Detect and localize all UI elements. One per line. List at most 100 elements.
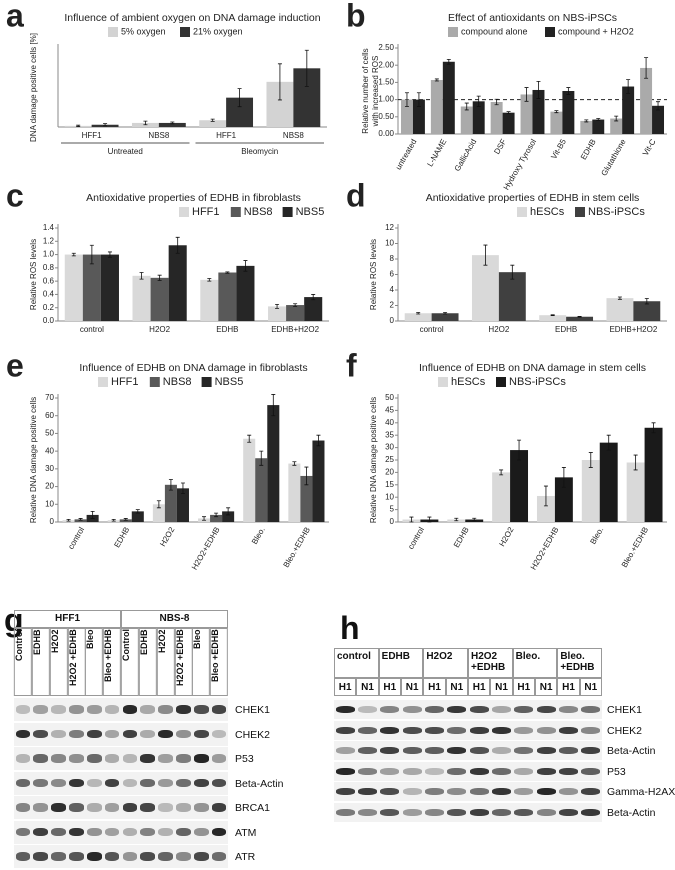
x-tick-label: EDHB xyxy=(216,325,238,334)
band xyxy=(491,767,512,775)
bar xyxy=(502,112,515,134)
error-bar xyxy=(304,466,309,486)
bar xyxy=(539,315,567,321)
blot-strip xyxy=(14,747,228,770)
y-tick-label: 0 xyxy=(390,517,395,526)
lane-label: H1 xyxy=(423,678,446,696)
error-bar xyxy=(651,422,656,434)
error-bar xyxy=(237,88,242,108)
y-tick-label: 2.50 xyxy=(378,43,394,52)
band xyxy=(104,778,120,788)
band xyxy=(15,754,31,763)
error-bar xyxy=(311,294,316,301)
band xyxy=(469,788,489,796)
x-tick-label: Vit-C xyxy=(641,137,658,157)
band xyxy=(357,706,378,714)
blot-strip xyxy=(334,802,602,822)
y-tick-label: 0.2 xyxy=(43,303,55,312)
band xyxy=(158,827,173,837)
bar xyxy=(152,504,165,522)
band xyxy=(335,808,355,816)
band xyxy=(491,808,512,816)
panel-label: c xyxy=(6,177,24,213)
lane-label: H2O2 xyxy=(49,628,68,696)
y-tick-label: 0.6 xyxy=(43,276,55,285)
legend-swatch xyxy=(201,377,212,387)
error-bar xyxy=(135,509,140,514)
error-bar xyxy=(277,63,282,101)
error-bar xyxy=(483,244,488,266)
x-tick-label: Glutathione xyxy=(599,137,628,177)
error-bar xyxy=(107,251,112,258)
legend-label: NBS5 xyxy=(215,376,244,388)
x-tick-label: control xyxy=(420,325,444,334)
band xyxy=(402,788,422,796)
legend-swatch xyxy=(448,27,458,37)
lane-label: N1 xyxy=(579,678,602,696)
x-tick-label: Hydroxy Tyrosol xyxy=(502,137,539,191)
x-tick-label: H2O2 xyxy=(497,525,516,548)
y-tick-label: 35 xyxy=(385,430,394,439)
x-tick-label: HFF1 xyxy=(216,131,237,140)
error-bar xyxy=(416,92,421,107)
bar xyxy=(644,427,663,522)
group-header: H2O2 xyxy=(423,648,468,678)
group-label: Untreated xyxy=(108,147,143,156)
band xyxy=(514,726,534,734)
band xyxy=(581,726,601,734)
band xyxy=(211,852,227,861)
band xyxy=(158,852,173,861)
error-bar xyxy=(577,315,582,318)
error-bar xyxy=(139,272,144,280)
band xyxy=(491,706,512,714)
x-tick-label: EDHB xyxy=(579,138,598,162)
error-bar xyxy=(550,314,555,316)
x-tick-label: Bleo. xyxy=(250,526,267,546)
band xyxy=(158,705,173,714)
bar xyxy=(400,99,413,134)
band xyxy=(140,705,156,714)
bar xyxy=(510,450,529,522)
bar xyxy=(472,101,485,134)
lane-label: Control xyxy=(121,628,139,696)
error-bar xyxy=(454,517,459,522)
band xyxy=(140,729,156,739)
y-tick-label: 0.0 xyxy=(43,316,55,325)
legend-swatch xyxy=(517,207,527,217)
blot-strip xyxy=(14,820,228,844)
error-bar xyxy=(506,111,511,115)
band xyxy=(193,778,209,788)
band xyxy=(536,726,556,734)
bar xyxy=(304,297,323,321)
error-bar xyxy=(66,518,71,522)
bar xyxy=(536,495,555,522)
band xyxy=(140,852,156,861)
bar xyxy=(312,440,325,522)
error-bar xyxy=(111,518,116,522)
y-axis-label: DNA damage positive cells [%] xyxy=(29,33,38,142)
bar xyxy=(218,272,237,321)
legend-label: NBS-iPSCs xyxy=(588,206,645,218)
y-axis-label: with increased ROS xyxy=(371,56,380,128)
x-tick-label: EDHB+H2O2 xyxy=(271,325,319,334)
bar xyxy=(520,94,533,134)
group-label: Bleomycin xyxy=(241,147,278,156)
error-bar xyxy=(225,271,230,274)
band xyxy=(158,778,173,788)
row-label: ATM xyxy=(235,826,257,839)
y-tick-label: 10 xyxy=(45,499,54,508)
band xyxy=(15,852,31,861)
bar xyxy=(82,254,101,321)
legend-swatch xyxy=(108,27,118,37)
band xyxy=(424,706,445,714)
error-bar xyxy=(510,264,515,280)
band xyxy=(104,729,120,739)
band xyxy=(536,808,556,816)
band xyxy=(211,778,227,788)
blot-strip xyxy=(334,782,602,801)
lane-label: N1 xyxy=(535,678,558,696)
error-bar xyxy=(275,303,280,309)
group-header: control xyxy=(334,648,379,678)
y-tick-label: 15 xyxy=(385,480,394,489)
bar xyxy=(131,511,144,522)
